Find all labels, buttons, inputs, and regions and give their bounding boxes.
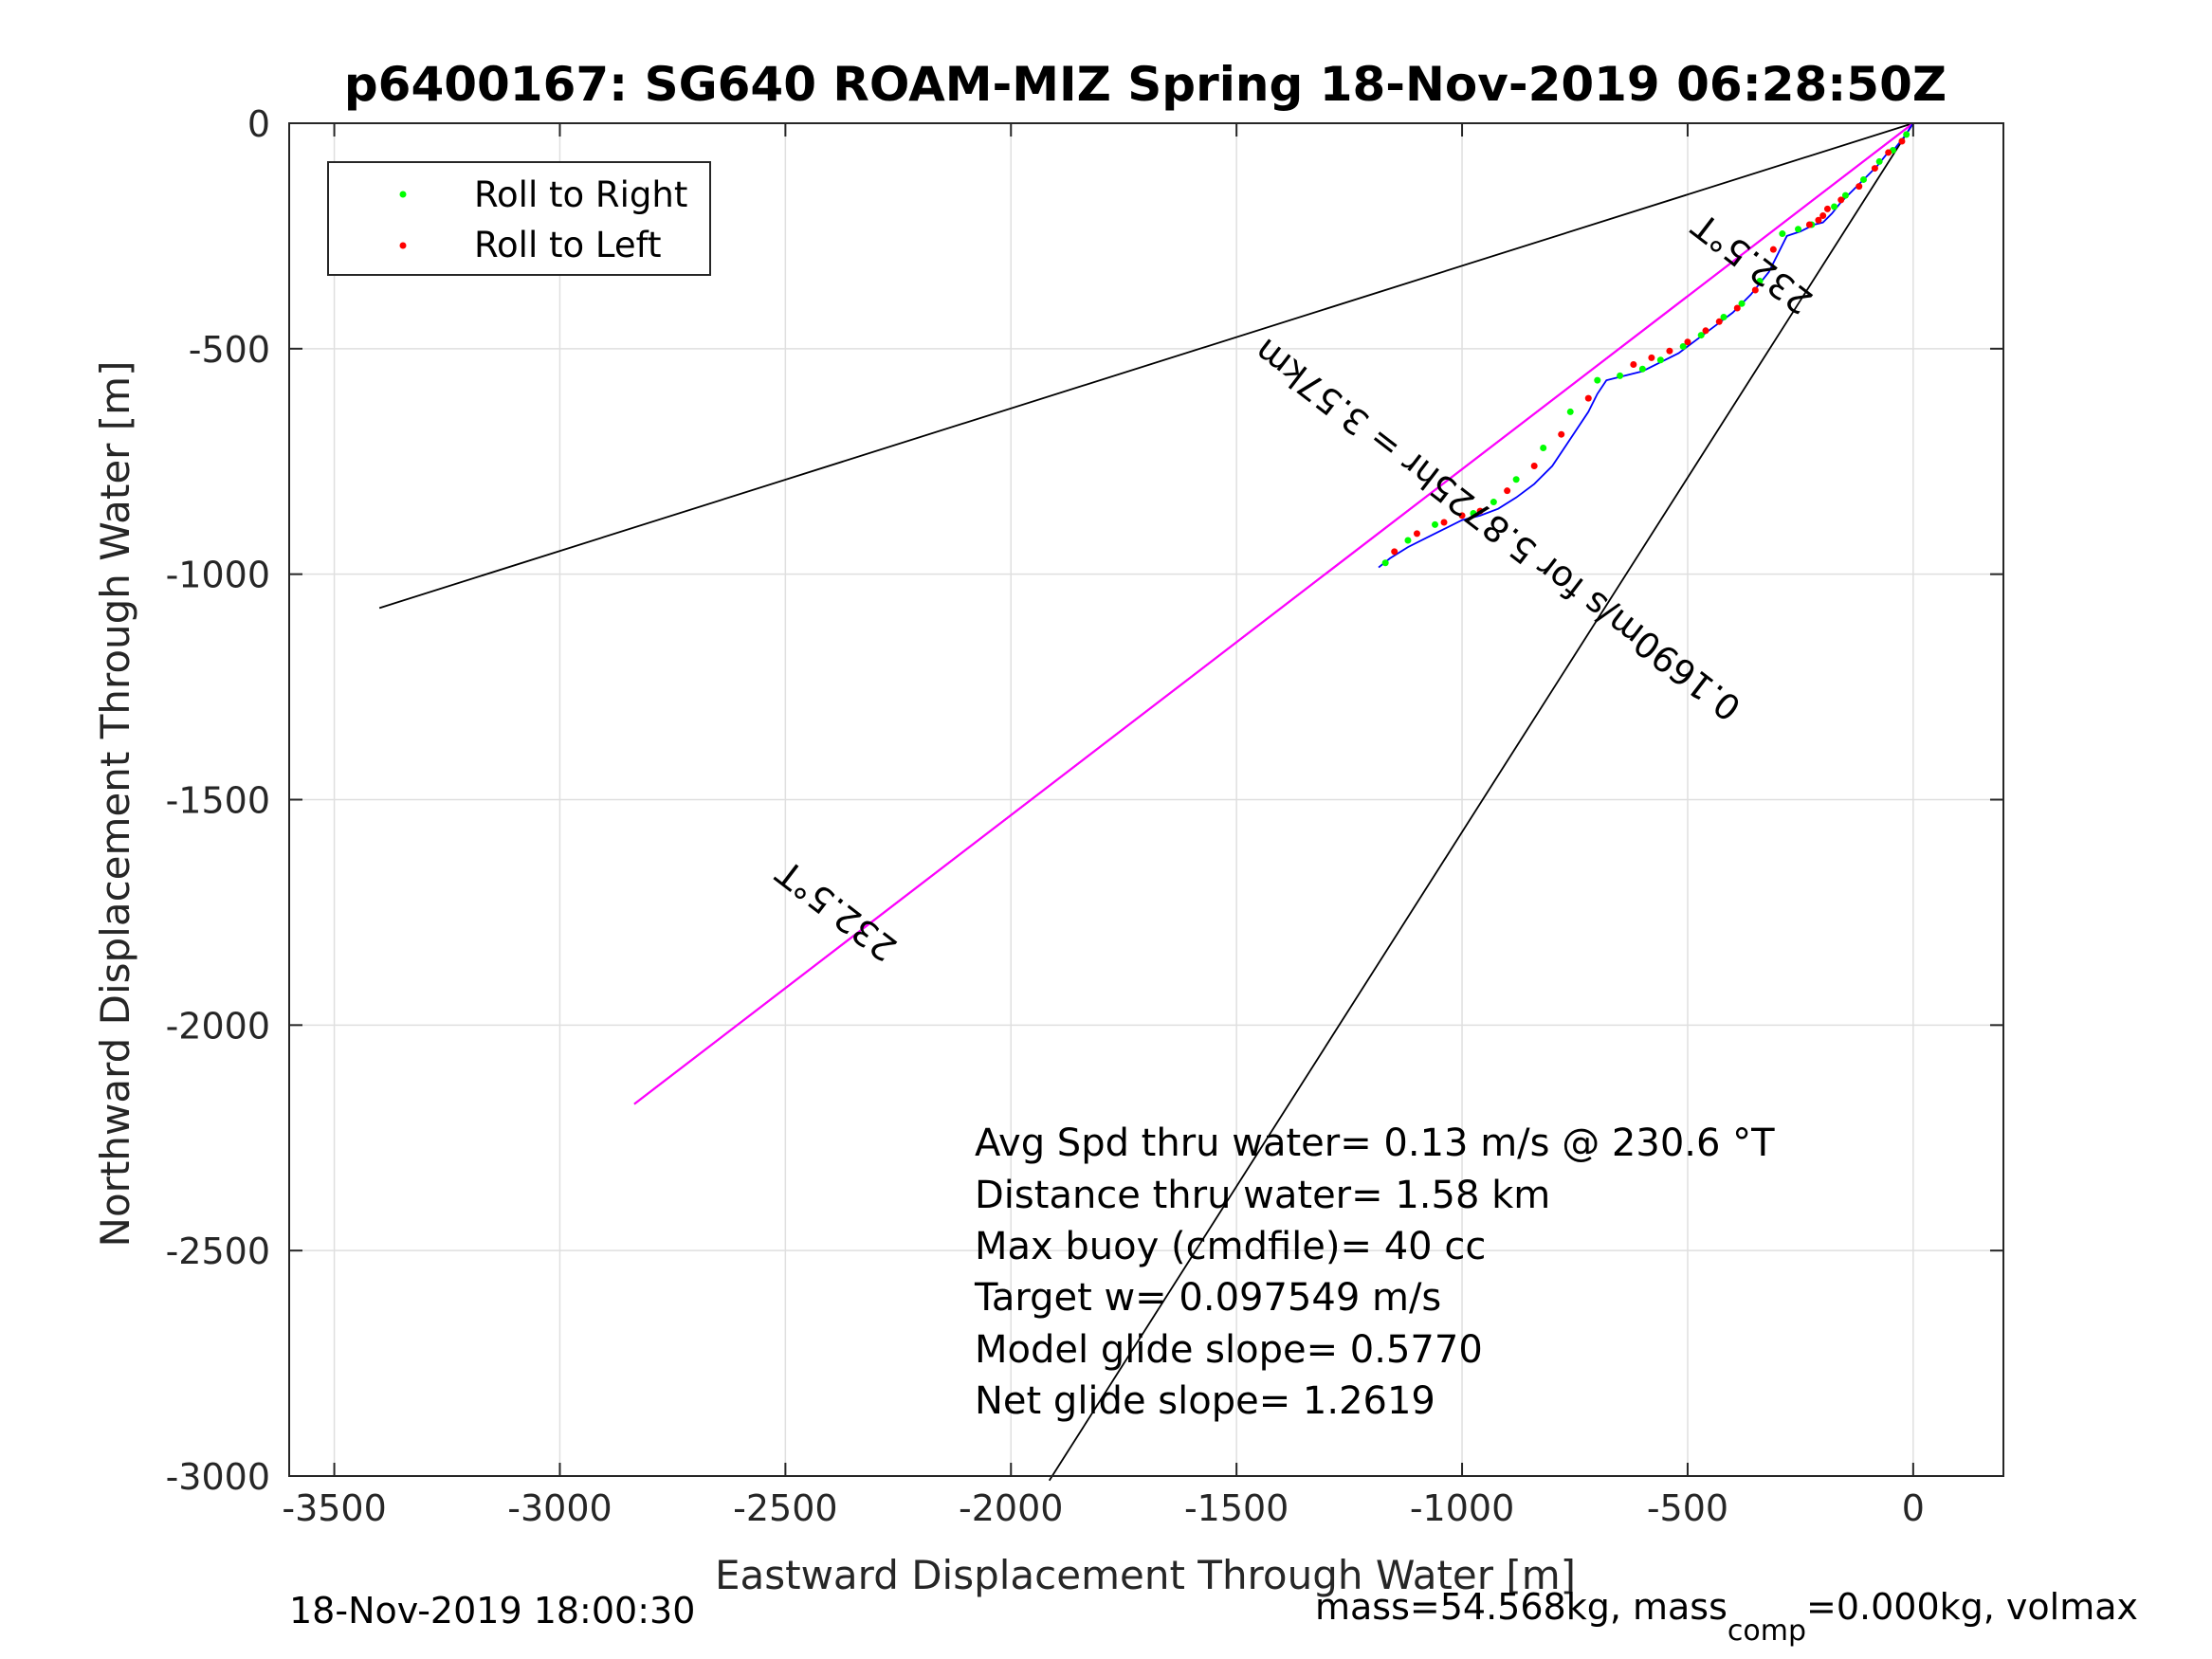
x-tick-label: -3000 <box>507 1487 612 1529</box>
roll-left-point <box>1391 548 1398 556</box>
bound-lower-line <box>1048 122 1914 1482</box>
y-tick-label: -3000 <box>166 1456 270 1498</box>
roll-right-point <box>1831 203 1838 210</box>
roll-right-point <box>1490 499 1497 506</box>
legend: Roll to Right Roll to Left <box>327 161 711 276</box>
x-tick-label: -2500 <box>733 1487 837 1529</box>
annotation-model-glide-slope: Model glide slope= 0.5770 <box>975 1328 1483 1372</box>
roll-left-point <box>1666 347 1673 355</box>
legend-marker-roll-left <box>399 242 407 249</box>
legend-box <box>327 161 711 276</box>
x-tick-label: -500 <box>1647 1487 1728 1529</box>
annotation-max-buoy: Max buoy (cmdfile)= 40 cc <box>975 1225 1486 1268</box>
footer-mass-info: mass=54.568kg, masscomp=0.000kg, volmax <box>1315 1586 2138 1648</box>
roll-right-point <box>1540 444 1547 451</box>
heading-magenta-line <box>633 122 1914 1105</box>
roll-left-point <box>1413 530 1420 538</box>
roll-right-point <box>1404 537 1412 544</box>
roll-left-point <box>1898 137 1906 145</box>
y-axis-label: Northward Displacement Through Water [m] <box>92 361 138 1248</box>
roll-right-point <box>1617 372 1624 379</box>
roll-right-point <box>1903 131 1910 138</box>
roll-right-point <box>1470 509 1477 517</box>
roll-left-point <box>1751 286 1759 294</box>
roll-right-point <box>1841 191 1849 199</box>
x-tick-label: -3500 <box>282 1487 386 1529</box>
legend-label-roll-right: Roll to Right <box>474 174 687 215</box>
roll-right-point <box>1566 408 1574 415</box>
roll-left-point <box>1837 196 1845 204</box>
roll-left-point <box>1458 512 1466 520</box>
chart-title: p6400167: SG640 ROAM-MIZ Spring 18-Nov-2… <box>344 57 1947 112</box>
x-tick-label: -1500 <box>1184 1487 1289 1529</box>
tick-layer: -3500 -3000 -2500 -2000 -1500 -1000 -500 0 0 -500… <box>166 103 2003 1529</box>
x-tick-label: -2000 <box>959 1487 1063 1529</box>
y-tick-label: -2000 <box>166 1005 270 1047</box>
y-tick-label: -2500 <box>166 1231 270 1272</box>
y-tick-label: -500 <box>189 329 270 371</box>
roll-right-point <box>1779 230 1786 238</box>
roll-right-point <box>1679 342 1687 350</box>
stats-annotations: Avg Spd thru water= 0.13 m/s @ 230.6 °T … <box>974 1121 1775 1423</box>
grid-lines <box>289 122 2003 1477</box>
roll-right-point <box>1512 476 1520 483</box>
roll-left-point <box>1648 354 1655 361</box>
roll-left-point <box>1684 338 1691 346</box>
roll-left-point <box>1702 327 1709 335</box>
roll-right-point <box>1720 314 1728 321</box>
roll-right-point <box>1795 226 1802 233</box>
footer-mass-tail: =0.000kg, volmax <box>1806 1586 2138 1628</box>
roll-right-point <box>1697 332 1705 339</box>
roll-left-point <box>1715 318 1723 325</box>
annotation-target-w: Target w= 0.097549 m/s <box>974 1276 1441 1320</box>
roll-left-point <box>1504 487 1511 495</box>
axes-box <box>288 122 2004 1477</box>
roll-right-point <box>1756 277 1764 284</box>
roll-left-point <box>1856 183 1863 191</box>
annotation-net-glide-slope: Net glide slope= 1.2619 <box>975 1379 1435 1423</box>
roll-right-point <box>1381 559 1389 567</box>
y-tick-label: -1500 <box>166 780 270 822</box>
x-axis-label: Eastward Displacement Through Water [m] <box>715 1552 1576 1598</box>
roll-right-point <box>1738 300 1746 307</box>
roll-left-point <box>1630 360 1637 368</box>
legend-marker-roll-right <box>399 191 407 198</box>
footer-timestamp: 18-Nov-2019 18:00:30 <box>289 1590 695 1632</box>
roll-left-point <box>1530 463 1538 470</box>
x-tick-label: -1000 <box>1410 1487 1514 1529</box>
y-tick-label: -1000 <box>166 555 270 596</box>
roll-left-point <box>1805 221 1813 228</box>
roll-right-point <box>1656 356 1664 364</box>
roll-right-point <box>1638 365 1646 373</box>
roll-left-point <box>1769 246 1777 253</box>
roll-left-point <box>1476 507 1484 515</box>
roll-right-point <box>1860 175 1868 183</box>
roll-left-point <box>1440 519 1448 526</box>
roll-left-point <box>1885 149 1892 156</box>
y-tick-label: 0 <box>247 103 270 145</box>
annotation-avg-speed: Avg Spd thru water= 0.13 m/s @ 230.6 °T <box>975 1121 1775 1165</box>
roll-right-point <box>1594 376 1601 384</box>
roll-left-point <box>1733 304 1741 312</box>
roll-right-point <box>1875 157 1883 165</box>
footer-mass-main: mass=54.568kg, mass <box>1315 1586 1728 1628</box>
roll-left-point <box>1558 430 1565 438</box>
legend-label-roll-left: Roll to Left <box>474 225 662 265</box>
roll-left-point <box>1819 212 1827 220</box>
roll-left-point <box>1584 394 1592 402</box>
x-tick-label: 0 <box>1902 1487 1925 1529</box>
bound-upper-line <box>378 122 1914 610</box>
roll-left-point <box>1815 216 1822 224</box>
roll-left-point <box>1823 205 1831 212</box>
roll-left-point <box>1871 165 1878 173</box>
footer-mass-subscript: comp <box>1728 1614 1806 1648</box>
annotation-distance: Distance thru water= 1.58 km <box>975 1174 1550 1217</box>
roll-right-point <box>1432 520 1439 528</box>
